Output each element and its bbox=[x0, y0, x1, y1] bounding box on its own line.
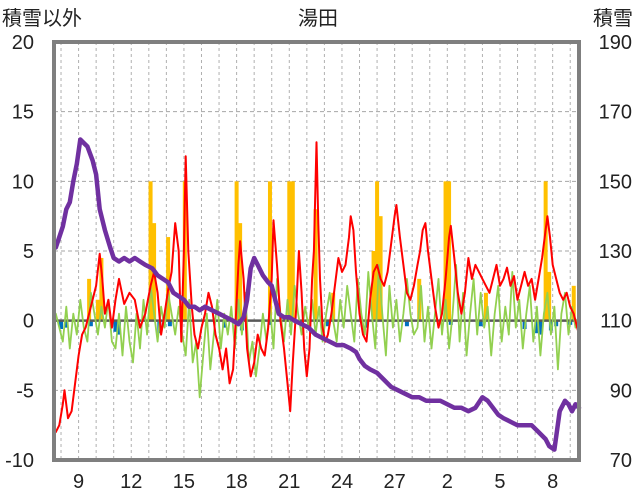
snowfall-bar bbox=[238, 223, 243, 321]
rain-bar bbox=[222, 320, 227, 328]
x-tick-label: 27 bbox=[384, 471, 406, 493]
snowfall-bar bbox=[371, 251, 376, 321]
snowfall-bar bbox=[571, 285, 576, 321]
x-tick-label: 12 bbox=[120, 471, 142, 493]
right-tick-label: 90 bbox=[610, 380, 632, 402]
x-tick-label: 18 bbox=[225, 471, 247, 493]
snowfall-bar bbox=[543, 181, 548, 321]
rain-bar bbox=[59, 320, 64, 330]
snowfall-bar bbox=[95, 299, 100, 321]
rain-bar bbox=[364, 320, 369, 328]
chart-title: 湯田 bbox=[298, 6, 338, 30]
right-tick-label: 130 bbox=[599, 241, 632, 263]
x-tick-label: 5 bbox=[494, 471, 505, 493]
x-tick-label: 8 bbox=[547, 471, 558, 493]
snowfall-bar bbox=[234, 181, 239, 321]
left-tick-label: -5 bbox=[16, 380, 34, 402]
rain-bar bbox=[113, 320, 118, 332]
left-tick-label: 10 bbox=[12, 171, 34, 193]
rain-bar bbox=[404, 320, 409, 327]
snowfall-bar bbox=[267, 181, 272, 321]
snowfall-bar bbox=[313, 209, 318, 321]
rain-bar bbox=[534, 320, 539, 334]
snowfall-bar bbox=[547, 271, 552, 321]
snowfall-bar bbox=[483, 292, 488, 321]
temperature-line bbox=[54, 141, 580, 434]
rain-bar bbox=[538, 320, 543, 335]
rain-bar bbox=[64, 320, 69, 328]
snow-depth-line bbox=[53, 137, 582, 452]
plot-frame bbox=[52, 40, 581, 462]
axis-ticks: 20 15 10 5 0 -5 -10 190 170 150 130 110 90 70 9 12 15 18 2… bbox=[5, 32, 632, 493]
variation-line bbox=[54, 264, 580, 399]
right-tick-label: 110 bbox=[600, 311, 632, 333]
snowfall-bar bbox=[99, 257, 104, 321]
x-tick-label: 24 bbox=[331, 471, 353, 493]
grid-lines bbox=[54, 42, 579, 460]
x-tick-label: 9 bbox=[73, 471, 84, 493]
left-tick-label: 15 bbox=[12, 102, 34, 124]
snowfall-bar bbox=[166, 237, 171, 321]
left-tick-label: 20 bbox=[12, 32, 34, 54]
rain-bar bbox=[167, 320, 172, 327]
right-axis-title: 積雪 bbox=[593, 6, 633, 30]
left-tick-label: 5 bbox=[23, 241, 34, 263]
right-tick-label: 150 bbox=[599, 171, 632, 193]
snowfall-bar bbox=[375, 181, 380, 321]
snowfall-bar bbox=[378, 216, 383, 321]
snowfall-bar bbox=[447, 181, 452, 321]
right-tick-label: 70 bbox=[610, 450, 632, 472]
snowfall-bar bbox=[443, 181, 448, 321]
rain-bar bbox=[116, 320, 121, 335]
rain-bar bbox=[267, 320, 272, 325]
left-axis-title: 積雪以外 bbox=[2, 6, 82, 30]
rain-bar bbox=[88, 320, 93, 327]
snowfall-bar bbox=[87, 278, 92, 321]
left-tick-label: 0 bbox=[23, 311, 34, 333]
right-tick-label: 190 bbox=[599, 32, 632, 54]
x-tick-label: 21 bbox=[278, 471, 300, 493]
x-tick-label: 15 bbox=[173, 471, 195, 493]
snowfall-bar bbox=[287, 181, 292, 321]
rain-bar bbox=[325, 320, 330, 327]
data-lines bbox=[53, 137, 582, 452]
x-tick-label: 2 bbox=[442, 471, 453, 493]
right-tick-label: 170 bbox=[599, 102, 632, 124]
rain-bar bbox=[478, 320, 483, 327]
snowfall-bar bbox=[290, 181, 295, 321]
left-tick-label: -10 bbox=[5, 450, 34, 472]
snowfall-bar bbox=[148, 181, 153, 321]
